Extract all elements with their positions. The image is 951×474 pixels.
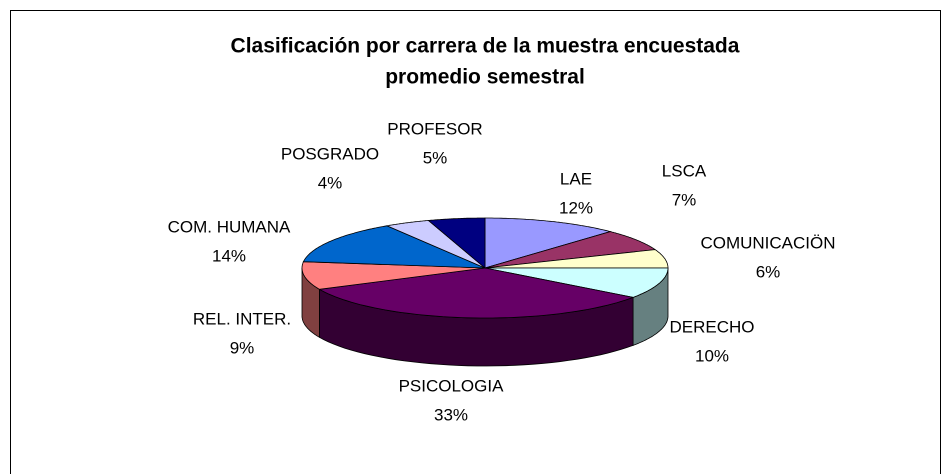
slice-value-label: 4% bbox=[318, 173, 343, 192]
slice bbox=[301, 261, 486, 290]
slice bbox=[484, 231, 657, 269]
slice bbox=[318, 267, 635, 319]
slice-value-label: 9% bbox=[230, 338, 255, 357]
slice-label: PROFESOR bbox=[387, 119, 482, 138]
slice-label: POSGRADO bbox=[281, 144, 379, 163]
slice bbox=[484, 267, 669, 298]
slice-label: LSCA bbox=[662, 161, 707, 180]
slice-value-label: 5% bbox=[423, 148, 448, 167]
slice-label: PSICOLOGIA bbox=[399, 376, 505, 395]
chart-title: Clasificación por carrera de la muestra … bbox=[231, 35, 740, 58]
slice-label: COMUNICACIÖN bbox=[700, 233, 835, 252]
slice-label: LAE bbox=[560, 169, 592, 188]
slice-value-label: 33% bbox=[434, 405, 468, 424]
slice-label: DERECHO bbox=[669, 317, 754, 336]
slice-value-label: 14% bbox=[212, 246, 246, 265]
slice-label: REL. INTER. bbox=[193, 309, 291, 328]
slice-value-label: 10% bbox=[695, 346, 729, 365]
slice bbox=[484, 217, 612, 269]
slice bbox=[385, 219, 486, 269]
slice-label: COM. HUMANA bbox=[168, 217, 291, 236]
slice bbox=[302, 225, 486, 269]
chart-subtitle: promedio semestral bbox=[385, 66, 585, 89]
slice-value-label: 12% bbox=[559, 198, 593, 217]
slice-value-label: 6% bbox=[756, 262, 781, 281]
slice bbox=[484, 249, 669, 269]
slice-value-label: 7% bbox=[672, 190, 697, 209]
slice bbox=[427, 217, 486, 269]
